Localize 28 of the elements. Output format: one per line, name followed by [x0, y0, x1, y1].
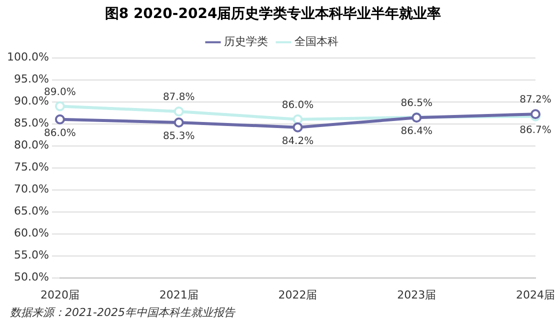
data-label: 86.7% [520, 124, 552, 136]
data-label: 85.3% [162, 131, 195, 142]
y-tick-label: 75.0% [14, 160, 49, 174]
x-tick-label: 2024届 [516, 288, 556, 302]
data-label: 86.4% [400, 126, 433, 138]
y-tick-label: 70.0% [14, 182, 49, 196]
legend-label: 历史学类 [224, 35, 268, 48]
y-tick-label: 85.0% [14, 116, 49, 130]
x-tick-label: 2021届 [159, 288, 198, 302]
y-tick-label: 80.0% [14, 138, 49, 152]
x-tick-label: 2022届 [278, 288, 318, 302]
data-label: 84.2% [282, 136, 314, 147]
data-label: 86.0% [282, 100, 314, 111]
x-tick-label: 2023届 [397, 288, 436, 302]
data-label: 87.2% [520, 94, 552, 106]
data-label: 87.8% [162, 92, 195, 104]
y-tick-label: 60.0% [14, 226, 49, 240]
chart-title: 图8 2020-2024届历史学类专业本科毕业半年就业率 [104, 5, 442, 22]
y-tick-label: 50.0% [14, 270, 49, 284]
data-label: 86.5% [400, 98, 433, 109]
source-note: 数据来源：2021-2025年中国本科生就业报告 [9, 305, 236, 320]
y-tick-label: 100.0% [6, 50, 49, 64]
legend-label: 全国本科 [294, 35, 338, 48]
y-tick-label: 65.0% [14, 204, 49, 218]
y-tick-label: 55.0% [14, 248, 49, 262]
x-tick-label: 2020届 [40, 288, 80, 302]
y-tick-label: 95.0% [14, 72, 49, 86]
data-label: 86.0% [44, 128, 76, 139]
